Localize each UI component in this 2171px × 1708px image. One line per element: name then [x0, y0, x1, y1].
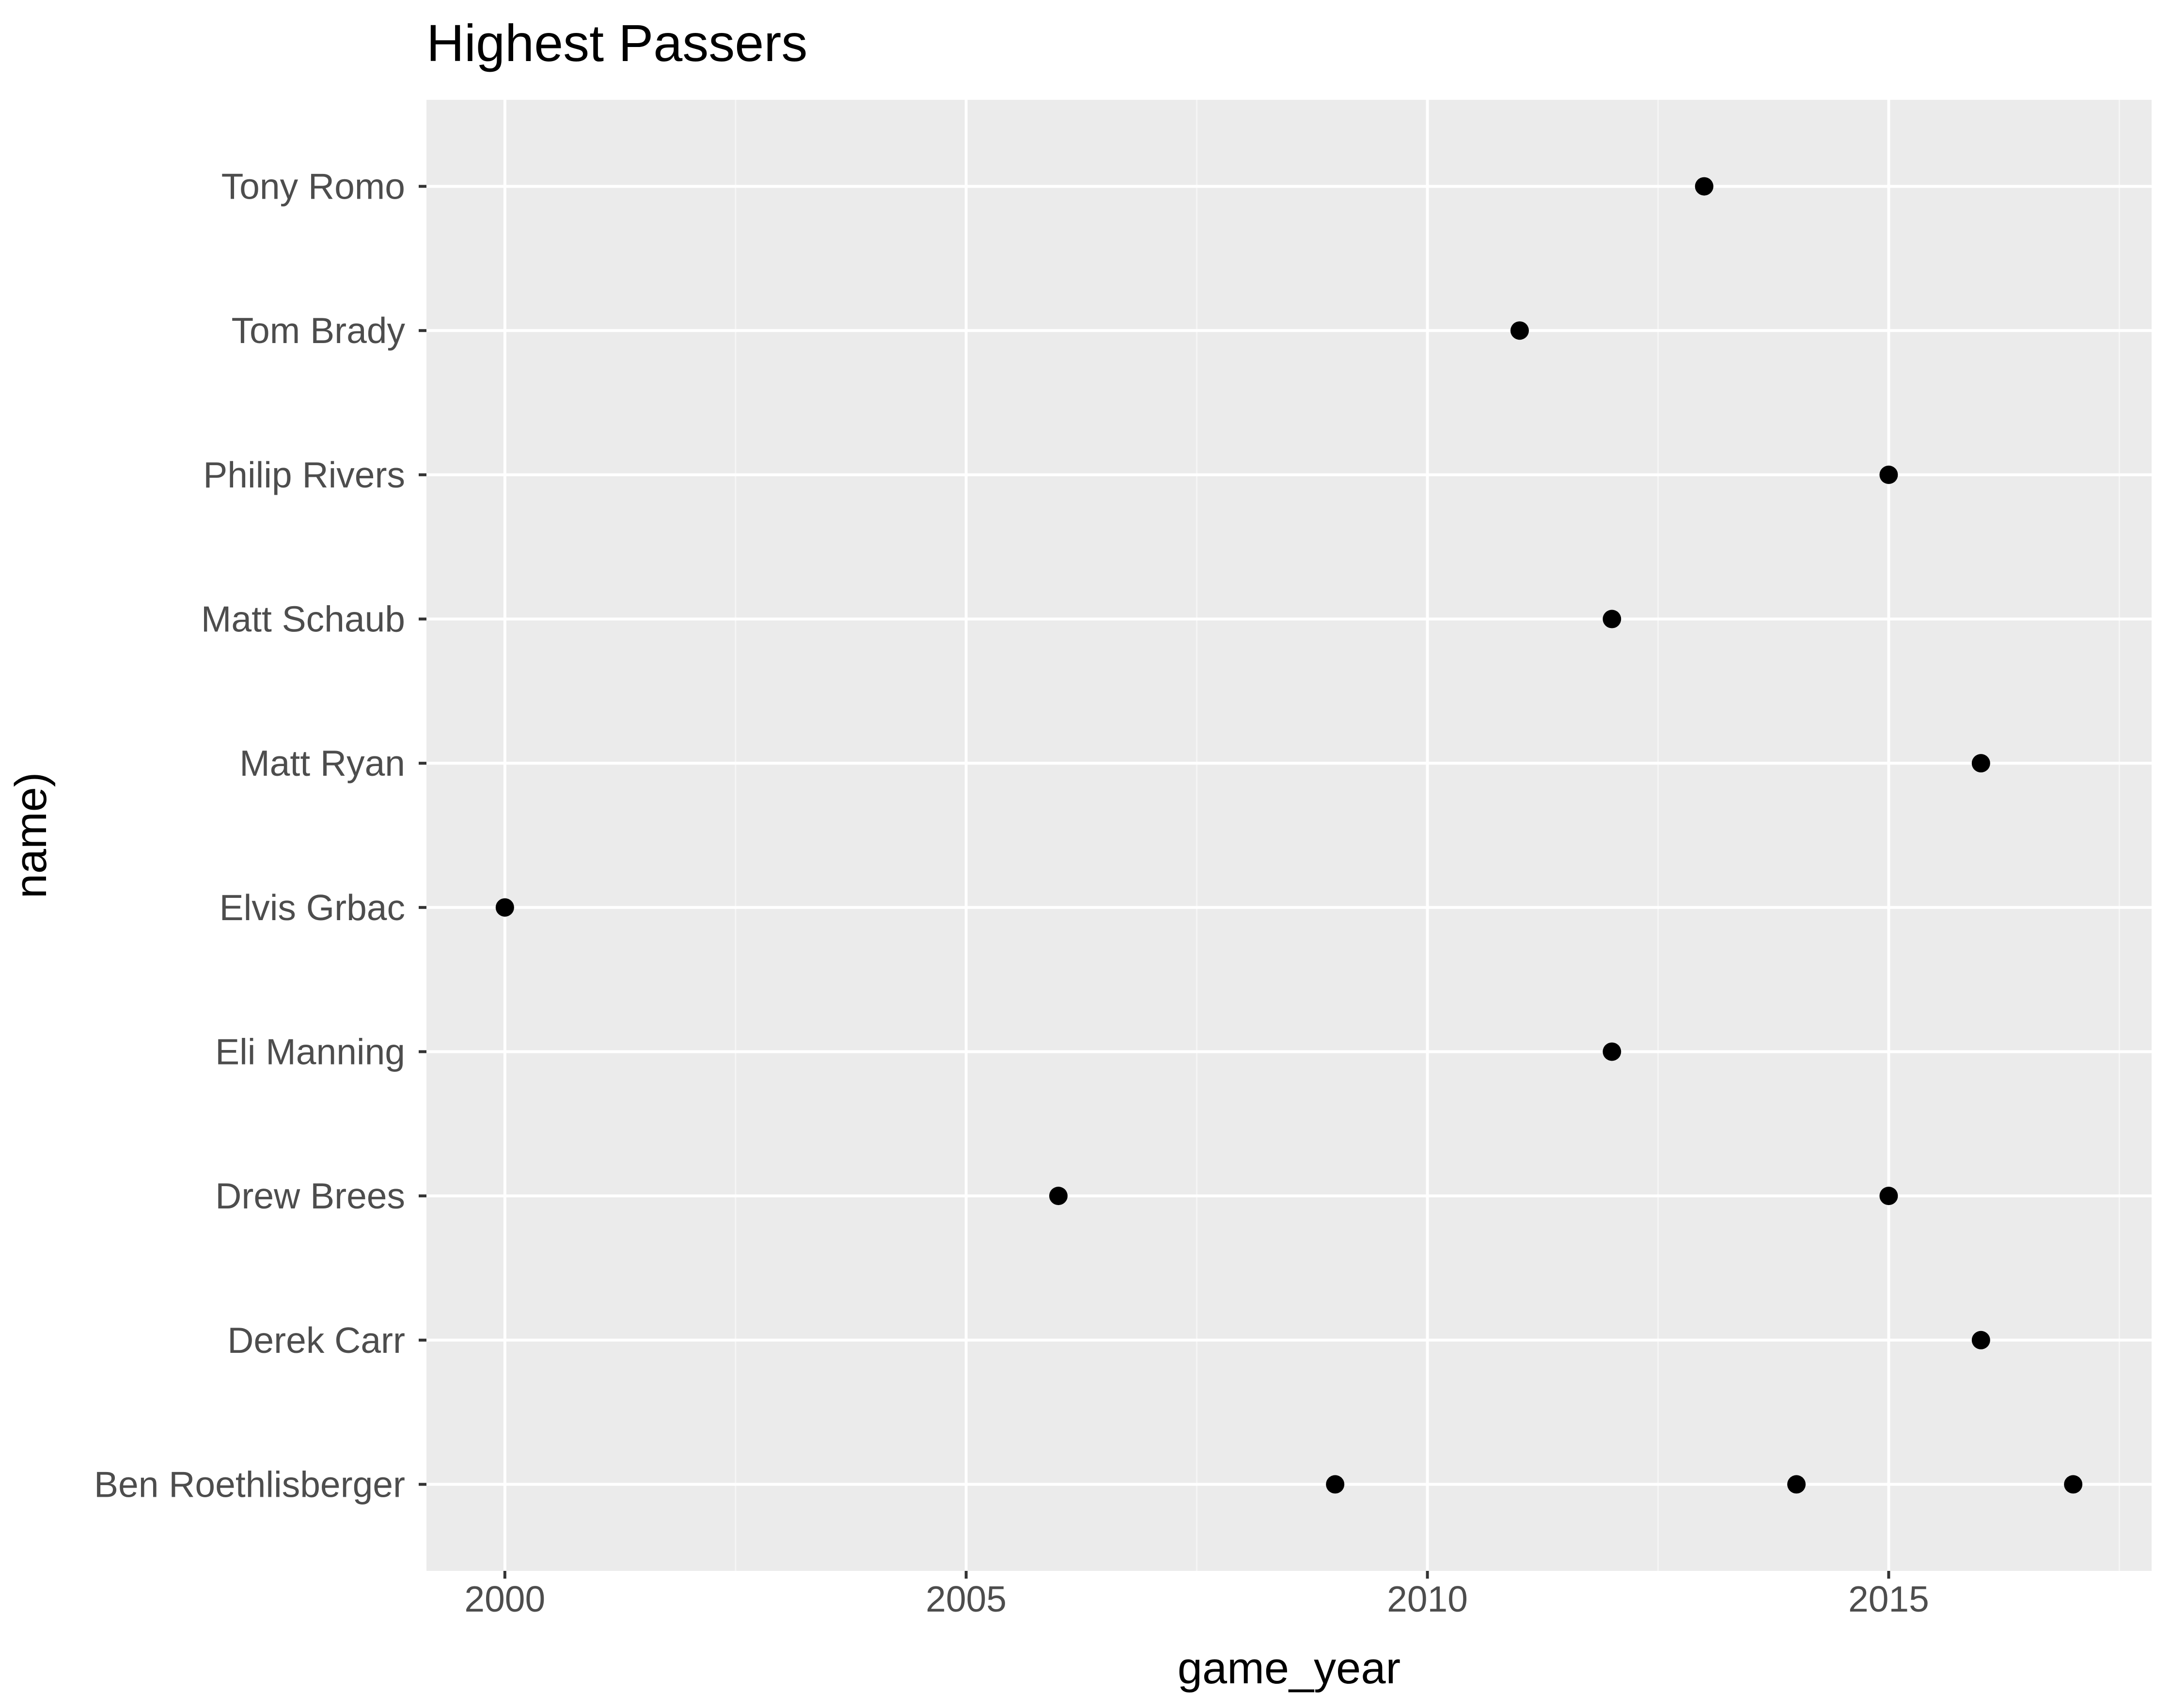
y-axis-title: name) — [6, 772, 56, 899]
data-point — [495, 898, 514, 917]
data-points — [495, 177, 2083, 1494]
x-tick-label: 2000 — [464, 1579, 545, 1619]
y-tick-label: Ben Roethlisberger — [94, 1464, 405, 1504]
data-point — [1695, 177, 1714, 196]
y-tick-label: Tony Romo — [221, 166, 405, 207]
y-tick-label: Matt Ryan — [239, 743, 405, 783]
data-point — [1879, 1187, 1898, 1206]
x-tick-label: 2010 — [1387, 1579, 1468, 1619]
x-tick-label: 2005 — [926, 1579, 1007, 1619]
y-tick-label: Matt Schaub — [201, 599, 405, 640]
data-point — [1603, 1042, 1621, 1061]
minor-gridlines — [735, 100, 2120, 1571]
major-gridlines — [426, 100, 2152, 1571]
data-point — [1971, 1331, 1990, 1349]
chart-title: Highest Passers — [426, 14, 807, 72]
y-axis: Ben Roethlisberger Derek Carr Drew Brees El… — [94, 166, 426, 1504]
data-point — [1603, 610, 1621, 628]
data-point — [1510, 321, 1529, 340]
data-point — [1787, 1475, 1806, 1494]
y-tick-label: Tom Brady — [232, 310, 406, 351]
data-point — [2064, 1475, 2083, 1494]
data-point — [1879, 465, 1898, 484]
y-tick-label: Philip Rivers — [203, 454, 405, 495]
y-tick-label: Drew Brees — [215, 1175, 405, 1216]
data-point — [1049, 1187, 1068, 1206]
y-tick-label: Eli Manning — [215, 1031, 405, 1072]
plot-panel — [426, 100, 2152, 1571]
data-point — [1326, 1475, 1345, 1494]
x-axis: 2000 2005 2010 2015 — [464, 1571, 1929, 1619]
y-tick-label: Elvis Grbac — [220, 887, 405, 928]
data-point — [1971, 754, 1990, 773]
x-axis-title: game_year — [1178, 1644, 1400, 1693]
x-tick-label: 2015 — [1848, 1579, 1929, 1619]
y-tick-label: Derek Carr — [227, 1320, 405, 1361]
